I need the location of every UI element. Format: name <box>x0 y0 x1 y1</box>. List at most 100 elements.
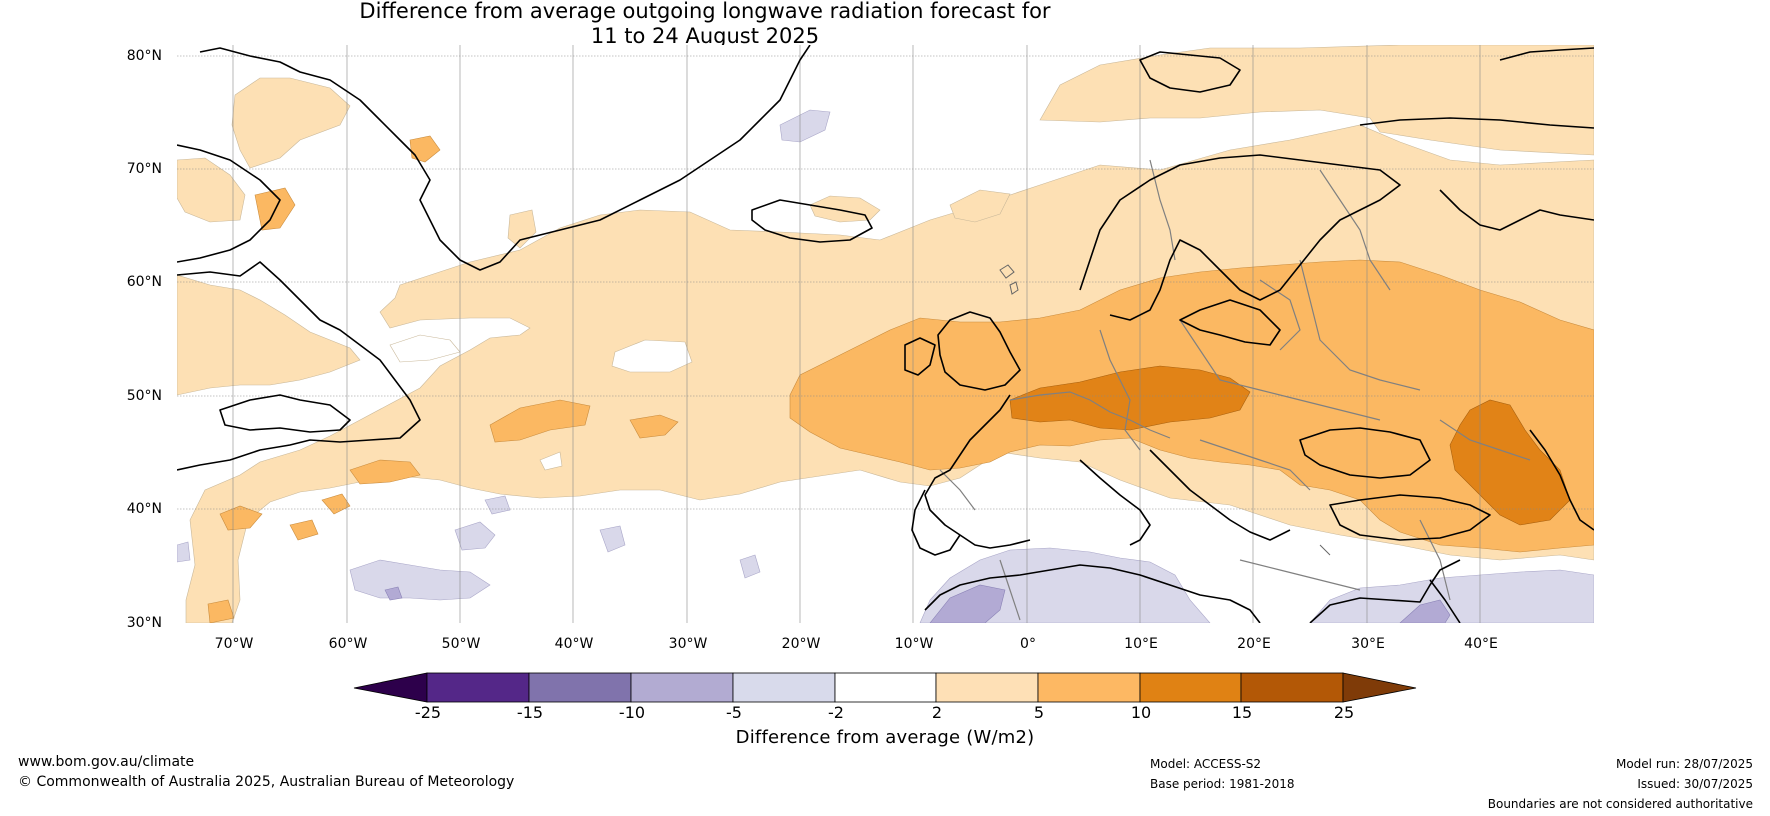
colorbar-segment-2 <box>528 672 632 703</box>
colorbar-segment-9 <box>1240 672 1344 703</box>
minor-coastlines <box>999 264 1331 556</box>
coast-baltic <box>1179 299 1281 346</box>
coast-black-sea <box>1299 427 1431 479</box>
lon-label-10w: 10°W <box>894 636 934 652</box>
neutral-hole-mid-atlantic <box>611 339 693 373</box>
colorbar-tick-2: 2 <box>931 703 943 722</box>
coast-svalbard <box>1139 51 1241 93</box>
light-purple-atlantic-2 <box>454 521 496 551</box>
colorbar-segment-6 <box>935 672 1039 703</box>
lat-label-50n: 50°N <box>126 388 162 404</box>
border-middle-east <box>1419 519 1451 601</box>
lon-label-60w: 60°W <box>328 636 368 652</box>
dark-orange-central-europe <box>1009 365 1251 431</box>
coast-white-sea <box>1439 189 1594 231</box>
coast-shetland <box>1009 281 1019 295</box>
lat-label-40n: 40°N <box>126 501 162 517</box>
colorbar-segment-5 <box>834 672 937 703</box>
colorbar-tick-5: 5 <box>1033 703 1045 722</box>
coast-north-africa <box>924 564 1261 623</box>
website-link[interactable]: www.bom.gov.au/climate <box>18 754 195 770</box>
coast-british-isles <box>937 311 1021 391</box>
colorbar-segment-3 <box>630 672 734 703</box>
light-orange-labrador-patch <box>177 157 246 223</box>
lon-label-50w: 50°W <box>441 636 481 652</box>
mid-orange-atlantic-4 <box>219 505 263 531</box>
colorbar-segment-1 <box>426 672 530 703</box>
colorbar <box>353 672 1417 703</box>
neutral-hole-atlantic-2 <box>539 451 563 471</box>
forecast-map <box>177 45 1594 623</box>
lon-label-30e: 30°E <box>1351 636 1385 652</box>
colorbar-tick-minus25: -25 <box>414 703 442 722</box>
lon-label-40w: 40°W <box>554 636 594 652</box>
lon-label-40e: 40°E <box>1464 636 1498 652</box>
colorbar-tick-minus10: -10 <box>618 703 646 722</box>
coast-europe-atlantic <box>924 394 1031 549</box>
colorbar-tick-25: 25 <box>1333 703 1355 722</box>
coast-baffin <box>177 144 281 263</box>
coast-ireland <box>904 337 936 376</box>
colorbar-high-extension <box>1342 672 1417 703</box>
lon-label-70w: 70°W <box>214 636 254 652</box>
light-purple-west-africa <box>739 554 761 579</box>
lat-label-80n: 80°N <box>126 48 162 64</box>
border-eastern-europe-2 <box>1299 259 1421 391</box>
lat-label-70n: 70°N <box>126 161 162 177</box>
light-purple-atlantic-4 <box>484 495 511 515</box>
issued-text: Issued: 30/07/2025 <box>1637 777 1753 791</box>
copyright-text: © Commonwealth of Australia 2025, Austra… <box>18 774 515 790</box>
model-text: Model: ACCESS-S2 <box>1150 757 1262 771</box>
colorbar-tick-15: 15 <box>1231 703 1253 722</box>
light-purple-atlantic-5 <box>177 541 191 563</box>
border-iberia <box>939 469 976 511</box>
coast-russia-arctic <box>1359 117 1594 129</box>
coast-caspian <box>1529 429 1594 531</box>
coast-gulf-st-lawrence <box>219 394 351 433</box>
coast-balkans <box>1149 449 1291 541</box>
lon-label-30w: 30°W <box>668 636 708 652</box>
border-east-europe <box>1179 319 1381 421</box>
title-line-1: Difference from average outgoing longwav… <box>359 0 1051 23</box>
light-purple-greenland-sea <box>779 109 831 143</box>
mid-orange-atlantic-3 <box>349 459 421 485</box>
coast-egypt-levant <box>1309 559 1461 623</box>
mid-purple-eastern-med <box>1399 599 1451 623</box>
border-central-europe <box>1099 329 1141 451</box>
lon-label-20w: 20°W <box>781 636 821 652</box>
lat-label-60n: 60°N <box>126 274 162 290</box>
map-graticule <box>177 45 1594 623</box>
anomaly-neutral-holes <box>389 334 693 471</box>
colorbar-low-extension <box>353 672 428 703</box>
border-baltic <box>1259 279 1301 351</box>
mid-purple-north-africa <box>929 584 1006 623</box>
coast-turkey <box>1329 494 1491 541</box>
coast-novaya-zemlya <box>1499 47 1594 61</box>
coast-labrador <box>177 261 421 471</box>
colorbar-label: Difference from average (W/m2) <box>735 727 1035 748</box>
colorbar-tick-minus15: -15 <box>516 703 544 722</box>
country-borders <box>939 159 1531 621</box>
coast-italy <box>1079 459 1151 546</box>
colorbar-segment-8 <box>1139 672 1242 703</box>
light-orange-north-cap <box>1039 45 1594 156</box>
coast-aegean-islands <box>1319 544 1331 556</box>
border-west-europe <box>1009 391 1171 439</box>
border-caucasus <box>1439 419 1531 461</box>
lon-label-20e: 20°E <box>1237 636 1271 652</box>
light-orange-greenland-coast <box>231 77 351 169</box>
light-orange-west-strip <box>177 274 361 396</box>
anomaly-mid-purple <box>384 584 1451 623</box>
disclaimer-text: Boundaries are not considered authoritat… <box>1487 797 1753 811</box>
coastlines <box>177 45 1594 623</box>
lon-label-10e: 10°E <box>1124 636 1158 652</box>
colorbar-segment-4 <box>732 672 836 703</box>
colorbar-tick-10: 10 <box>1130 703 1152 722</box>
coast-iceland <box>751 199 873 243</box>
border-scandinavia <box>1149 159 1176 261</box>
border-balkans <box>1199 439 1311 491</box>
coast-faroe <box>999 264 1015 279</box>
mid-orange-atlantic-1 <box>489 399 591 443</box>
chart-title: Difference from average outgoing longwav… <box>0 0 1410 49</box>
mid-orange-atlantic-5 <box>289 519 319 541</box>
